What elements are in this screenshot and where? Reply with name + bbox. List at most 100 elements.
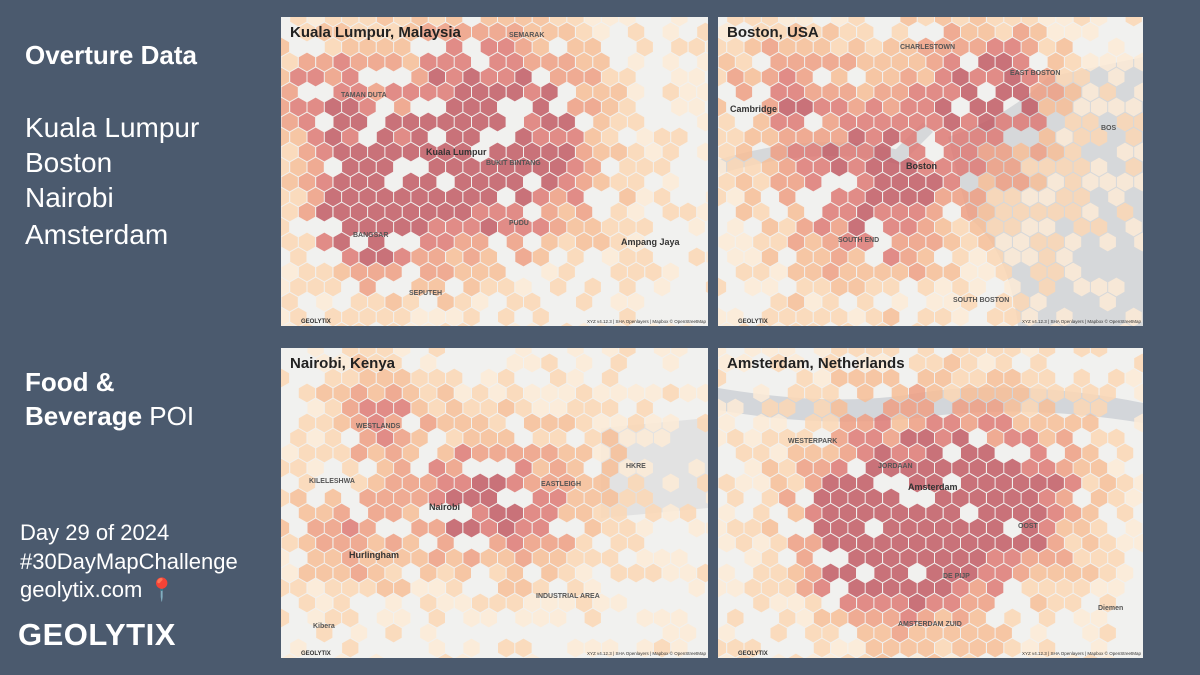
hex-cell — [987, 307, 1004, 326]
hex-cell — [987, 67, 1004, 87]
hex-cell — [480, 518, 497, 538]
hex-cell — [969, 217, 986, 237]
hex-cell — [718, 368, 727, 388]
hex-cell — [316, 623, 333, 643]
hex-cell — [619, 348, 636, 358]
hex-cell — [350, 473, 368, 493]
hex-cell — [489, 112, 506, 132]
hex-cell — [550, 488, 567, 508]
hex-cell — [376, 187, 394, 207]
hex-cell — [601, 247, 619, 267]
hex-cell — [281, 172, 298, 192]
theme-bold: Beverage — [25, 401, 143, 431]
hex-cell — [787, 443, 805, 463]
map-title: Boston, USA — [727, 24, 819, 41]
hex-cell — [541, 383, 558, 403]
hex-cell — [697, 563, 708, 583]
hex-cell — [489, 503, 506, 523]
hex-cell — [718, 623, 735, 643]
hex-cell — [506, 353, 523, 373]
hex-cell — [480, 428, 497, 448]
hex-cell — [506, 503, 523, 523]
hex-cell — [917, 67, 934, 87]
hex-cell — [376, 398, 394, 418]
hex-cell — [755, 322, 768, 326]
hex-cell — [593, 413, 610, 433]
hex-cell — [813, 518, 831, 538]
hex-cell — [917, 368, 934, 388]
hex-cell — [688, 37, 705, 57]
hex-cell — [342, 368, 359, 388]
hex-cell — [1082, 413, 1099, 433]
hex-cell — [524, 443, 541, 463]
hex-cell — [1090, 428, 1108, 448]
hex-cell — [550, 157, 567, 177]
hex-cell — [891, 22, 908, 42]
hex-cell — [952, 247, 969, 267]
place-label: WESTLANDS — [356, 423, 401, 430]
hex-cell — [1021, 17, 1038, 27]
hex-cell — [857, 262, 874, 282]
place-label: BANGSAR — [353, 232, 388, 239]
hex-cell — [857, 142, 874, 162]
hex-cell — [761, 217, 779, 237]
hex-cell — [1082, 52, 1099, 72]
hex-cell — [718, 277, 727, 297]
hex-cell — [1099, 292, 1116, 312]
hex-cell — [515, 518, 532, 538]
hex-cell — [805, 142, 822, 162]
hex-cell — [857, 503, 874, 523]
hex-cell — [593, 503, 610, 523]
hex-cell — [917, 398, 934, 418]
hex-cell — [385, 22, 402, 42]
hex-cell — [298, 172, 316, 192]
hex-cell — [952, 398, 969, 418]
hex-cell — [342, 348, 359, 358]
hex-cell — [359, 277, 376, 297]
hex-cell — [744, 37, 761, 57]
hex-cell — [576, 22, 593, 42]
hex-cell — [969, 187, 986, 207]
hex-cell — [515, 348, 532, 358]
hex-cell — [576, 142, 593, 162]
hex-cell — [761, 307, 779, 326]
hex-cell — [995, 292, 1012, 312]
hex-cell — [857, 383, 874, 403]
hex-cell — [376, 247, 394, 267]
hex-cell — [368, 202, 385, 222]
hex-cell — [718, 428, 727, 448]
hex-cell — [1108, 97, 1125, 117]
place-label: WESTERPARK — [788, 438, 837, 445]
hex-cell — [281, 217, 290, 237]
hex-cell — [333, 262, 350, 282]
hex-cell — [770, 262, 787, 282]
hex-cell — [454, 383, 471, 403]
hex-cell — [524, 112, 541, 132]
hex-cell — [515, 127, 532, 147]
hex-cell — [770, 443, 787, 463]
hex-cell — [822, 653, 839, 658]
hex-cell — [909, 413, 926, 433]
hex-cell — [376, 488, 394, 508]
hex-cell — [736, 653, 752, 658]
hex-cell — [848, 97, 865, 117]
hex-cell — [978, 563, 995, 583]
hex-cell — [454, 443, 471, 463]
hex-cell — [935, 368, 952, 388]
hex-cell — [900, 608, 917, 628]
hex-cell — [1090, 608, 1108, 628]
hex-cell — [848, 247, 865, 267]
hex-cell — [857, 52, 874, 72]
hex-cell — [831, 307, 848, 326]
hex-cell — [697, 22, 708, 42]
hex-cell — [1134, 112, 1143, 132]
hex-cell — [368, 52, 385, 72]
hex-cell — [333, 172, 350, 192]
hex-cell — [446, 127, 463, 147]
hex-cell — [874, 533, 891, 553]
map-panel: Amsterdam JORDAAN DE PIJP OOST WESTERPAR… — [718, 348, 1143, 658]
hex-cell — [735, 262, 753, 282]
hex-cell — [969, 97, 986, 117]
hex-cell — [787, 82, 805, 102]
hex-cell — [697, 142, 708, 162]
